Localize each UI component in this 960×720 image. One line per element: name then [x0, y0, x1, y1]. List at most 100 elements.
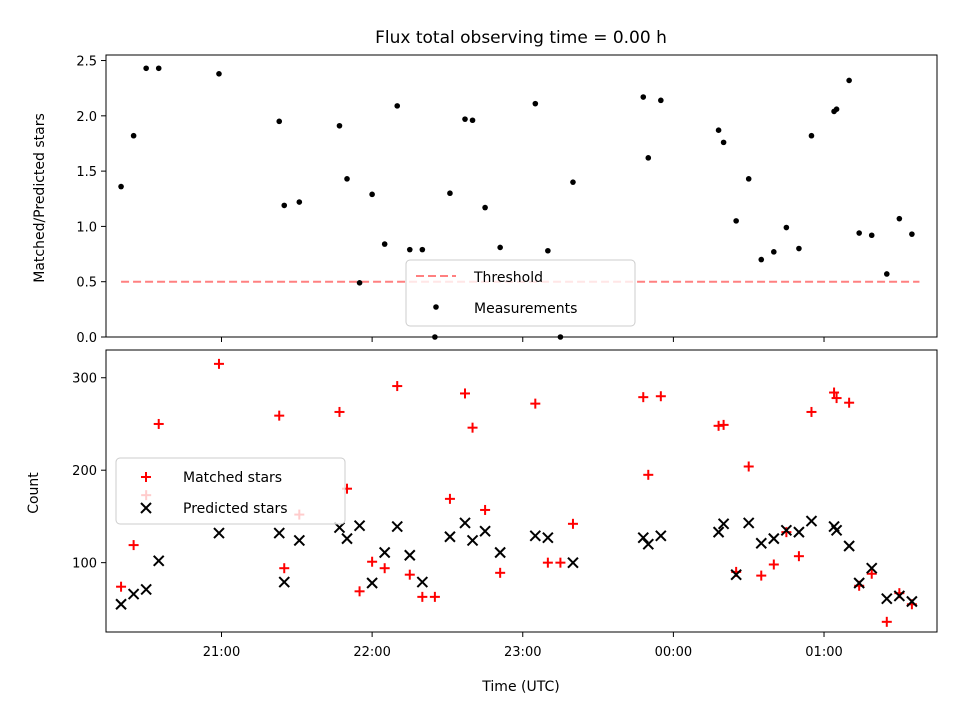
top-panel: 0.0 0.5 1.0 1.5 2.0 2.5 Threshold Measurements — [76, 54, 938, 346]
matched-star-point — [467, 422, 478, 433]
measurement-point — [118, 183, 124, 190]
matched-star-point — [655, 391, 666, 402]
measurement-point — [720, 139, 727, 146]
legend-matched-swatch — [141, 472, 151, 482]
predicted-star-point — [529, 530, 542, 542]
matched-star-point — [153, 418, 164, 429]
top-y-axis-label: Matched/Predicted stars — [32, 113, 48, 283]
bottom-panel: 21:00 22:00 23:00 00:00 01:00 100 200 300 Matche… — [72, 349, 938, 660]
measurement-point — [216, 71, 222, 77]
matched-star-point — [542, 557, 553, 568]
predicted-star-point — [273, 527, 285, 539]
measurement-point — [469, 117, 476, 124]
bottom-axes-frame — [105, 349, 938, 633]
matched-star-point — [279, 563, 290, 574]
measurement-point — [856, 230, 862, 236]
predicted-star-point — [805, 515, 818, 527]
predicted-star-point — [341, 532, 353, 545]
predicted-star-point — [830, 524, 843, 537]
predicted-star-point — [881, 593, 893, 605]
measurement-point — [394, 103, 401, 109]
cross-b — [273, 527, 285, 539]
x-tick-label: 00:00 — [655, 645, 692, 660]
predicted-star-point — [853, 577, 865, 589]
bottom-y-tick-label: 300 — [72, 372, 97, 387]
measurement-point — [336, 122, 343, 129]
measurement-point — [296, 199, 303, 205]
measurement-point — [868, 232, 875, 239]
predicted-star-point — [542, 531, 554, 544]
matched-star-point — [367, 556, 378, 567]
matched-star-point — [866, 568, 877, 579]
measurement-point — [808, 132, 815, 139]
cross-b — [742, 517, 755, 529]
cross-b — [127, 588, 140, 600]
matched-star-point — [460, 388, 471, 399]
cross-b — [853, 577, 865, 589]
cross-b — [140, 583, 152, 596]
measurement-point — [883, 271, 890, 277]
predicted-star-point — [391, 520, 403, 533]
legend-measurements-label: Measurements — [474, 301, 577, 317]
cross-b — [712, 526, 725, 538]
measurement-point — [896, 215, 903, 222]
predicted-star-point — [479, 525, 491, 537]
cross-b — [637, 531, 649, 544]
cross-b — [479, 525, 491, 537]
matched-star-point — [417, 591, 428, 602]
matched-star-point — [404, 569, 415, 580]
matched-star-point — [831, 393, 842, 404]
predicted-star-point — [780, 524, 793, 537]
predicted-star-point — [378, 546, 391, 559]
measurement-point — [432, 334, 438, 340]
measurement-point — [771, 249, 777, 255]
legend-matched-label: Matched stars — [183, 470, 282, 486]
bottom-y-tick-label: 100 — [72, 557, 97, 572]
matched-star-point — [768, 559, 779, 570]
measurement-point — [783, 224, 790, 231]
cross-b — [213, 527, 225, 539]
cross-b — [793, 526, 805, 538]
cross-b — [642, 538, 654, 550]
predicted-star-point — [115, 598, 127, 610]
matched-star-point — [718, 419, 729, 430]
bottom-y-tick-label: 200 — [72, 464, 97, 479]
matched-star-point — [756, 570, 767, 581]
predicted-star-point — [906, 595, 918, 608]
x-tick-label: 21:00 — [203, 645, 240, 660]
cross-b — [768, 532, 780, 545]
matched-star-point — [379, 563, 390, 574]
measurement-point — [344, 176, 350, 182]
cross-b — [278, 576, 290, 588]
predicted-star-point — [755, 537, 767, 549]
predicted-star-point — [293, 534, 306, 547]
matched-star-point — [392, 381, 403, 392]
cross-b — [730, 568, 742, 581]
measurement-point — [356, 280, 363, 286]
predicted-star-point — [637, 531, 649, 544]
matched-star-point — [128, 540, 139, 551]
cross-b — [404, 549, 416, 561]
cross-b — [115, 598, 127, 610]
predicted-star-point — [567, 556, 579, 569]
matched-star-point — [334, 406, 345, 417]
predicted-star-point — [768, 532, 780, 545]
top-y-tick-label: 1.0 — [76, 220, 97, 235]
cross-b — [567, 556, 579, 569]
cross-b — [755, 537, 767, 549]
measurement-point — [497, 244, 503, 251]
cross-b — [416, 576, 429, 588]
predicted-star-point — [416, 576, 429, 588]
matched-star-point — [806, 406, 817, 417]
predicted-star-point — [213, 527, 225, 539]
predicted-star-point — [366, 577, 378, 589]
predicted-star-point — [494, 546, 506, 559]
cross-b — [353, 519, 366, 532]
measurement-point — [758, 256, 765, 263]
measurement-point — [570, 179, 576, 185]
legend-predicted-label: Predicted stars — [183, 501, 288, 517]
cross-b — [717, 518, 730, 530]
measurement-point — [658, 97, 664, 104]
top-axes-frame — [105, 54, 938, 338]
